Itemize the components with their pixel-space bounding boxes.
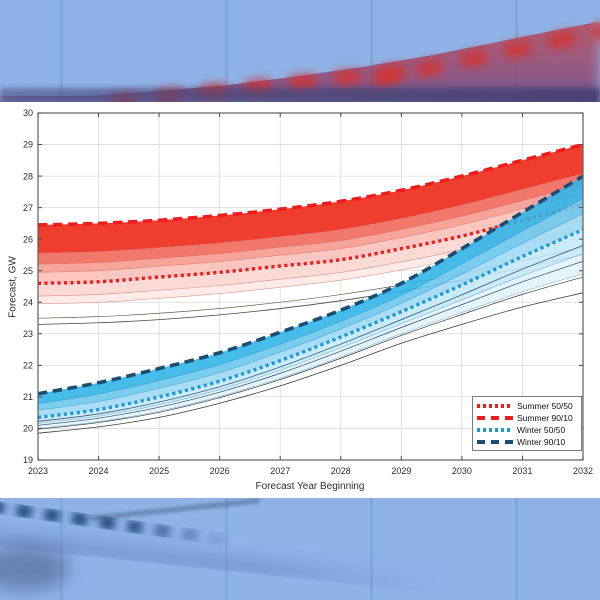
- svg-text:2029: 2029: [391, 466, 411, 476]
- svg-text:2027: 2027: [270, 466, 290, 476]
- blurred-dark-band: [0, 88, 600, 102]
- svg-text:29: 29: [23, 140, 33, 150]
- svg-text:2024: 2024: [89, 466, 109, 476]
- winter-50-50-line-sample: [477, 428, 513, 432]
- svg-text:30: 30: [23, 108, 33, 118]
- legend-label: Winter 90/10: [517, 437, 566, 447]
- legend-item-summer-90-10: Summer 90/10: [473, 412, 581, 424]
- svg-text:24: 24: [23, 297, 33, 307]
- blurred-dark-smear: [0, 546, 70, 591]
- legend-item-winter-90-10: Winter 90/10: [473, 436, 581, 448]
- summer-90-10-line-sample: [477, 416, 513, 420]
- svg-text:25: 25: [23, 266, 33, 276]
- svg-text:28: 28: [23, 171, 33, 181]
- legend-label: Summer 90/10: [517, 413, 573, 423]
- tick-labels: 2023 2024 2025 2026 2027 2028 2029 2030 2031 2032…: [23, 108, 593, 476]
- svg-text:26: 26: [23, 234, 33, 244]
- svg-text:2023: 2023: [28, 466, 48, 476]
- fan-series: [38, 142, 583, 434]
- forecast-fan-chart: 2023 2024 2025 2026 2027 2028 2029 2030 2031 2032…: [23, 108, 593, 476]
- svg-text:2026: 2026: [210, 466, 230, 476]
- y-axis-label: Forecast, GW: [7, 256, 19, 318]
- plot-border: [37, 112, 584, 461]
- legend-item-winter-50-50: Winter 50/50: [473, 424, 581, 436]
- svg-text:2031: 2031: [512, 466, 532, 476]
- svg-text:20: 20: [23, 424, 33, 434]
- chart-panel: 2023 2024 2025 2026 2027 2028 2029 2030 2031 2032…: [0, 102, 600, 498]
- legend-label: Summer 50/50: [517, 401, 573, 411]
- background-blur-top: [0, 0, 600, 102]
- legend-label: Winter 50/50: [517, 425, 566, 435]
- summer-50-50-line-sample: [477, 404, 513, 408]
- svg-text:27: 27: [23, 203, 33, 213]
- svg-text:2025: 2025: [149, 466, 169, 476]
- chart-legend: Summer 50/50 Summer 90/10 Winter 50/50 W…: [472, 396, 582, 451]
- svg-text:19: 19: [23, 455, 33, 465]
- svg-text:2028: 2028: [331, 466, 351, 476]
- svg-text:23: 23: [23, 329, 33, 339]
- background-blur-bottom: [0, 498, 600, 600]
- svg-text:2032: 2032: [573, 466, 593, 476]
- x-axis-label: Forecast Year Beginning: [255, 481, 365, 492]
- winter-90-10-line-sample: [477, 440, 513, 444]
- svg-text:21: 21: [23, 392, 33, 402]
- svg-text:22: 22: [23, 361, 33, 371]
- svg-text:2030: 2030: [452, 466, 472, 476]
- legend-item-summer-50-50: Summer 50/50: [473, 400, 581, 412]
